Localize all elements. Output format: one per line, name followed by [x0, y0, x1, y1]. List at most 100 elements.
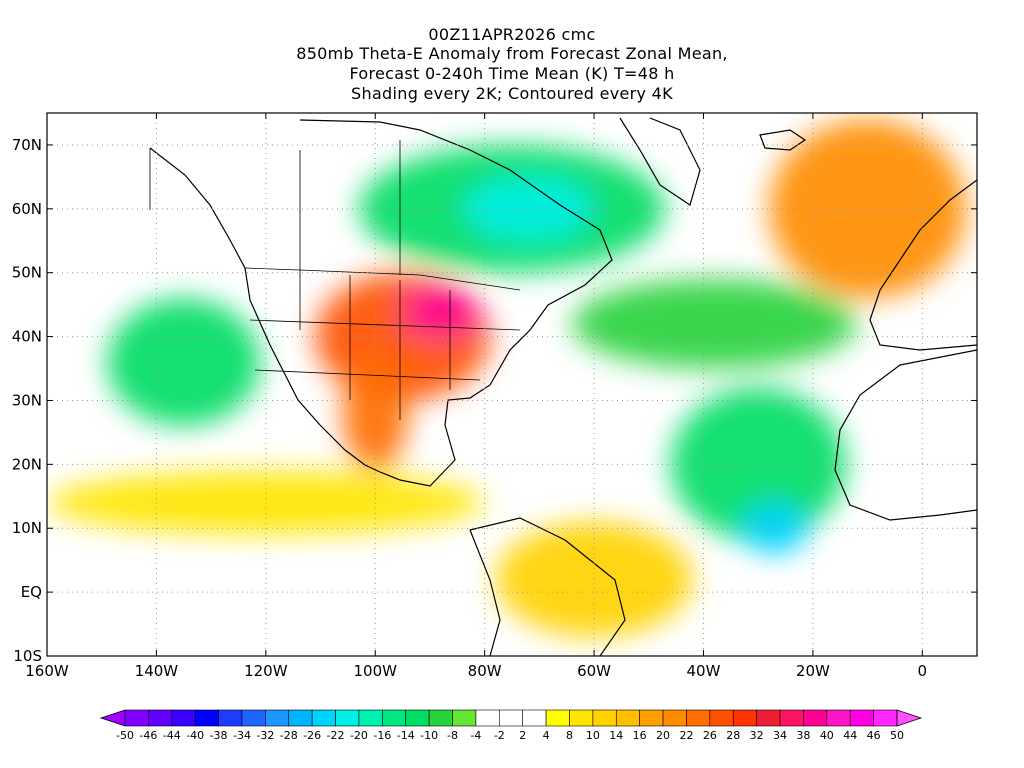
colorbar-swatch [826, 709, 851, 727]
anomaly-shading-layer [47, 119, 967, 637]
chart-title-line-1: 00Z11APR2026 cmc [428, 25, 596, 44]
colorbar-label: -22 [327, 729, 345, 742]
anomaly-region-pacific-cold [107, 298, 261, 427]
chart-title-line-3: Forecast 0-240h Time Mean (K) T=48 h [349, 64, 675, 83]
colorbar-label: 46 [867, 729, 881, 742]
colorbar-swatch [171, 709, 196, 727]
colorbar-label: -20 [350, 729, 368, 742]
colorbar-swatch [194, 709, 219, 727]
plot-frame [46, 112, 978, 657]
anomaly-region-great-lakes-core [402, 285, 480, 337]
colorbar-swatch [124, 709, 149, 727]
colorbar-swatch [639, 709, 664, 727]
colorbar: -50 -46 -44 -40 -38 -34 -32 -28 -26 -22 -20 -16 -14-… [99, 709, 923, 742]
colorbar-swatch [218, 709, 243, 727]
lat-tick-label: EQ [21, 583, 42, 601]
chart-title-line-4: Shading every 2K; Contoured every 4K [351, 84, 673, 103]
colorbar-swatch [452, 709, 477, 727]
lon-tick-label: 120W [244, 662, 288, 680]
colorbar-label: 8 [566, 729, 573, 742]
colorbar-label: -2 [494, 729, 505, 742]
colorbar-label: -4 [470, 729, 481, 742]
colorbar-label: -34 [233, 729, 251, 742]
colorbar-label: 40 [820, 729, 834, 742]
colorbar-label: 20 [656, 729, 670, 742]
lon-tick-label: 60W [577, 662, 611, 680]
colorbar-swatch [265, 709, 290, 727]
colorbar-label: -14 [397, 729, 415, 742]
colorbar-swatch [499, 709, 523, 727]
lon-tick-label: 20W [796, 662, 830, 680]
colorbar-label: 22 [679, 729, 693, 742]
lon-tick-label: 160W [25, 662, 69, 680]
lat-tick-label: 40N [12, 328, 42, 346]
lon-tick-label: 100W [354, 662, 398, 680]
colorbar-swatch [779, 709, 804, 727]
lon-tick-label: 80W [468, 662, 502, 680]
colorbar-swatch [382, 709, 407, 727]
colorbar-swatch [475, 709, 500, 727]
colorbar-label: 38 [796, 729, 810, 742]
colorbar-swatch [686, 709, 711, 727]
lon-tick-label: 0 [918, 662, 928, 680]
colorbar-label: -44 [163, 729, 181, 742]
lat-tick-label: 10N [12, 519, 42, 537]
colorbar-label: -26 [303, 729, 321, 742]
colorbar-swatch [428, 709, 453, 727]
colorbar-label: 10 [586, 729, 600, 742]
colorbar-label: 28 [726, 729, 740, 742]
colorbar-swatch [592, 709, 617, 727]
coastlines [149, 117, 977, 656]
north-america-coastline [149, 119, 613, 487]
us-borders [244, 267, 521, 420]
colorbar-over-arrow [896, 709, 923, 727]
colorbar-swatch [148, 709, 173, 727]
canada-borders [149, 140, 401, 275]
colorbar-swatch [241, 709, 266, 727]
colorbar-swatch [732, 709, 757, 727]
africa-coastline [834, 349, 977, 521]
colorbar-swatch [756, 709, 781, 727]
anomaly-region-hudson-core [462, 176, 595, 241]
europe-coastline [869, 179, 977, 351]
colorbar-label: 4 [543, 729, 550, 742]
anomaly-region-tropical-warm [47, 470, 485, 535]
colorbar-label: 32 [750, 729, 764, 742]
colorbar-label: 26 [703, 729, 717, 742]
lat-tick-label: 20N [12, 455, 42, 473]
colorbar-label: 14 [609, 729, 623, 742]
colorbar-swatch [662, 709, 687, 727]
colorbar-under-arrow [99, 709, 126, 727]
colorbar-label: 2 [519, 729, 526, 742]
lat-lon-grid [47, 113, 977, 656]
chart-title-line-2: 850mb Theta-E Anomaly from Forecast Zona… [296, 44, 728, 63]
greenland-coastline [619, 117, 701, 206]
colorbar-swatch [311, 709, 336, 727]
colorbar-swatch [358, 709, 383, 727]
colorbar-swatch [615, 709, 640, 727]
anomaly-region-tropical-atlantic-cold [670, 387, 846, 542]
anomaly-region-cape-verde-core [741, 502, 808, 554]
lat-tick-label: 60N [12, 200, 42, 218]
colorbar-swatch [849, 709, 874, 727]
colorbar-swatch [569, 709, 594, 727]
colorbar-label: -38 [210, 729, 228, 742]
colorbar-label: -40 [186, 729, 204, 742]
colorbar-swatch [522, 709, 547, 727]
colorbar-swatch [405, 709, 430, 727]
lat-tick-label: 70N [12, 136, 42, 154]
colorbar-label: -16 [373, 729, 391, 742]
colorbar-label: 44 [843, 729, 857, 742]
south-america-coastline [469, 517, 626, 656]
anomaly-region-south-america-warm [495, 521, 693, 637]
lat-tick-label: 10S [13, 647, 42, 665]
colorbar-label: -8 [447, 729, 458, 742]
colorbar-label: 34 [773, 729, 787, 742]
map-axes: 160W 140W 120W 100W 80W 60W 40W 20W 0 70N 60N 50N 40… [12, 113, 977, 680]
anomaly-regions [47, 119, 967, 637]
colorbar-label: -46 [139, 729, 157, 742]
colorbar-swatch [803, 709, 828, 727]
colorbar-label: -32 [256, 729, 274, 742]
colorbar-label: 16 [633, 729, 647, 742]
